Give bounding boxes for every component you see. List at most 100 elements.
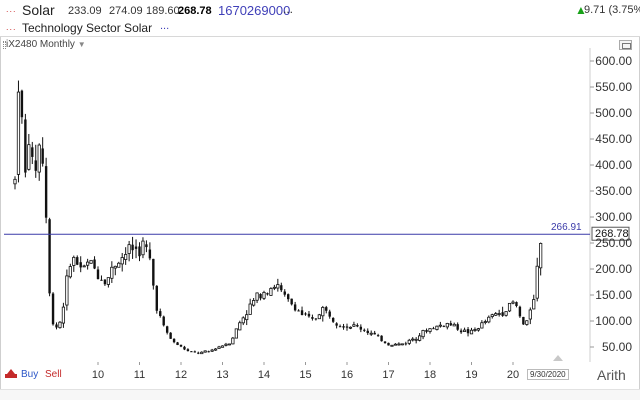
sector-name[interactable]: Technology Sector Solar bbox=[22, 21, 153, 35]
y-tick-label: 600.00 bbox=[595, 54, 632, 68]
candles-group bbox=[13, 80, 543, 355]
chevron-down-icon[interactable]: ▼ bbox=[77, 40, 86, 49]
candle bbox=[428, 328, 432, 334]
candle bbox=[96, 266, 100, 280]
candle bbox=[456, 322, 459, 331]
candle bbox=[490, 313, 494, 319]
candle bbox=[532, 294, 536, 310]
candle bbox=[400, 343, 404, 346]
candle bbox=[331, 317, 335, 323]
candle bbox=[55, 322, 58, 330]
candle bbox=[473, 327, 477, 332]
candle bbox=[314, 318, 318, 321]
candle bbox=[487, 315, 491, 324]
candle bbox=[262, 290, 266, 301]
bottom-scroll-strip[interactable] bbox=[0, 389, 640, 400]
y-tick-label: 400.00 bbox=[595, 158, 632, 172]
sector-header: ... Technology Sector Solar ... bbox=[0, 20, 640, 36]
candle bbox=[480, 320, 484, 329]
candle bbox=[234, 328, 238, 339]
candle bbox=[280, 282, 283, 293]
candle bbox=[117, 261, 121, 268]
symbol-menu-dots[interactable]: ... bbox=[6, 4, 17, 14]
scale-mode-button[interactable]: Arith bbox=[597, 367, 626, 383]
candle bbox=[462, 327, 467, 332]
candle bbox=[317, 313, 321, 320]
up-arrow-icon: ▲ bbox=[575, 3, 587, 17]
x-tick-label: 17 bbox=[382, 369, 394, 381]
candle bbox=[397, 342, 401, 346]
header-more-dots[interactable]: ... bbox=[283, 2, 294, 16]
candle bbox=[515, 301, 518, 308]
candle bbox=[141, 237, 145, 259]
y-tick-label: 350.00 bbox=[595, 184, 632, 198]
candle bbox=[65, 269, 69, 311]
candle bbox=[193, 350, 197, 353]
plot-label[interactable]: iX2480 Monthly ▼ bbox=[6, 39, 86, 50]
x-tick-label: 16 bbox=[341, 369, 353, 381]
maximize-icon[interactable] bbox=[619, 40, 632, 50]
high-value: 274.09 bbox=[109, 5, 143, 17]
candle bbox=[518, 305, 522, 318]
candle bbox=[231, 336, 235, 345]
candle bbox=[220, 345, 225, 348]
candle bbox=[131, 236, 134, 259]
last-price-label: 268.78 bbox=[595, 228, 629, 240]
candle bbox=[352, 321, 356, 327]
candle bbox=[245, 310, 249, 326]
candle bbox=[466, 327, 470, 337]
candle bbox=[183, 345, 186, 351]
y-tick-label: 150.00 bbox=[595, 288, 632, 302]
x-tick-label: 12 bbox=[175, 369, 187, 381]
sector-menu-dots[interactable]: ... bbox=[6, 22, 17, 32]
candle bbox=[31, 141, 34, 165]
candle bbox=[152, 258, 155, 290]
change-value: 9.71 (3.75%) bbox=[584, 4, 640, 16]
candle bbox=[425, 328, 428, 334]
candle bbox=[300, 306, 304, 316]
low-value: 189.60 bbox=[146, 5, 180, 17]
level-line-label: 266.91 bbox=[551, 222, 582, 233]
candle bbox=[345, 323, 349, 331]
trade-icon[interactable] bbox=[4, 368, 18, 380]
drag-grip-icon[interactable] bbox=[3, 41, 6, 49]
candle bbox=[207, 350, 210, 353]
candle bbox=[51, 292, 55, 326]
candle bbox=[138, 242, 141, 262]
last-value: 268.78 bbox=[178, 5, 212, 17]
candle bbox=[16, 80, 21, 183]
candle bbox=[452, 322, 456, 327]
candle bbox=[369, 330, 373, 337]
candle bbox=[283, 289, 286, 297]
candle bbox=[348, 326, 353, 330]
candle bbox=[407, 338, 411, 346]
candle bbox=[200, 351, 204, 355]
candle bbox=[48, 217, 51, 297]
candle bbox=[432, 326, 435, 330]
candle bbox=[145, 240, 148, 253]
buy-button[interactable]: Buy bbox=[21, 369, 39, 380]
scroll-triangle-icon[interactable] bbox=[553, 355, 563, 361]
symbol-name[interactable]: Solar bbox=[22, 2, 55, 18]
candle bbox=[179, 344, 183, 348]
y-tick-label: 100.00 bbox=[595, 314, 632, 328]
candle bbox=[297, 309, 300, 312]
candle bbox=[203, 350, 207, 353]
sell-button[interactable]: Sell bbox=[45, 369, 62, 380]
candle bbox=[507, 302, 512, 313]
candle bbox=[124, 247, 128, 265]
x-tick-label: 18 bbox=[424, 369, 436, 381]
quote-header: ... Solar 233.09 274.09 189.60 268.78 16… bbox=[0, 0, 640, 20]
plot-label-text: iX2480 Monthly bbox=[6, 39, 75, 50]
candle bbox=[82, 264, 86, 268]
candle bbox=[376, 333, 380, 337]
sector-more-dots[interactable]: ... bbox=[160, 20, 170, 32]
candle bbox=[210, 348, 214, 352]
open-value: 233.09 bbox=[68, 5, 102, 17]
candle bbox=[418, 332, 422, 342]
candle bbox=[134, 239, 138, 259]
candle bbox=[435, 325, 439, 331]
candle bbox=[44, 157, 48, 224]
candle bbox=[359, 324, 363, 333]
